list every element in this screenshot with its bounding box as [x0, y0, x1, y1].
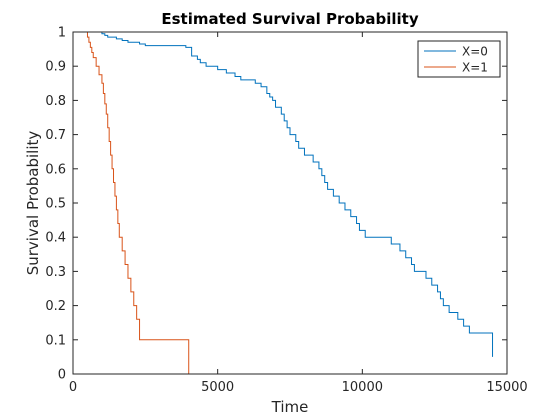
x-tick-label: 10000	[342, 380, 383, 395]
x-tick-label: 15000	[486, 380, 527, 395]
y-tick-label: 0.7	[45, 128, 66, 143]
legend-label: X=0	[462, 45, 488, 59]
y-tick-label: 0.2	[45, 299, 66, 314]
plot-area	[73, 32, 507, 374]
y-tick-label: 1	[58, 26, 66, 41]
legend-box	[417, 40, 501, 78]
legend-label: X=1	[462, 61, 488, 75]
series-line-x-0	[86, 31, 494, 357]
axes-layer: 0 5000 10000 15000 0 0.1 0.2 0.3 0.4 0.5 0.6 0.7 0.8…	[45, 26, 527, 396]
y-tick-label: 0.9	[45, 60, 66, 75]
x-tick-label: 5000	[201, 380, 234, 395]
y-tick-label: 0.1	[45, 333, 66, 348]
x-axis-label: Time	[271, 398, 309, 416]
chart-title: Estimated Survival Probability	[161, 10, 418, 28]
y-tick-label: 0.6	[45, 162, 66, 177]
y-tick-label: 0.8	[45, 94, 66, 109]
y-axis-label: Survival Probability	[24, 131, 42, 276]
y-tick-label: 0.3	[45, 265, 66, 280]
plot-background	[73, 32, 507, 374]
y-tick-label: 0.5	[45, 197, 66, 212]
y-tick-label: 0.4	[45, 231, 66, 246]
series-line-x-1	[86, 31, 190, 374]
y-tick-label: 0	[58, 368, 66, 383]
series-layer	[86, 31, 494, 374]
x-tick-label: 0	[69, 380, 77, 395]
legend: X=0X=1	[417, 40, 501, 78]
